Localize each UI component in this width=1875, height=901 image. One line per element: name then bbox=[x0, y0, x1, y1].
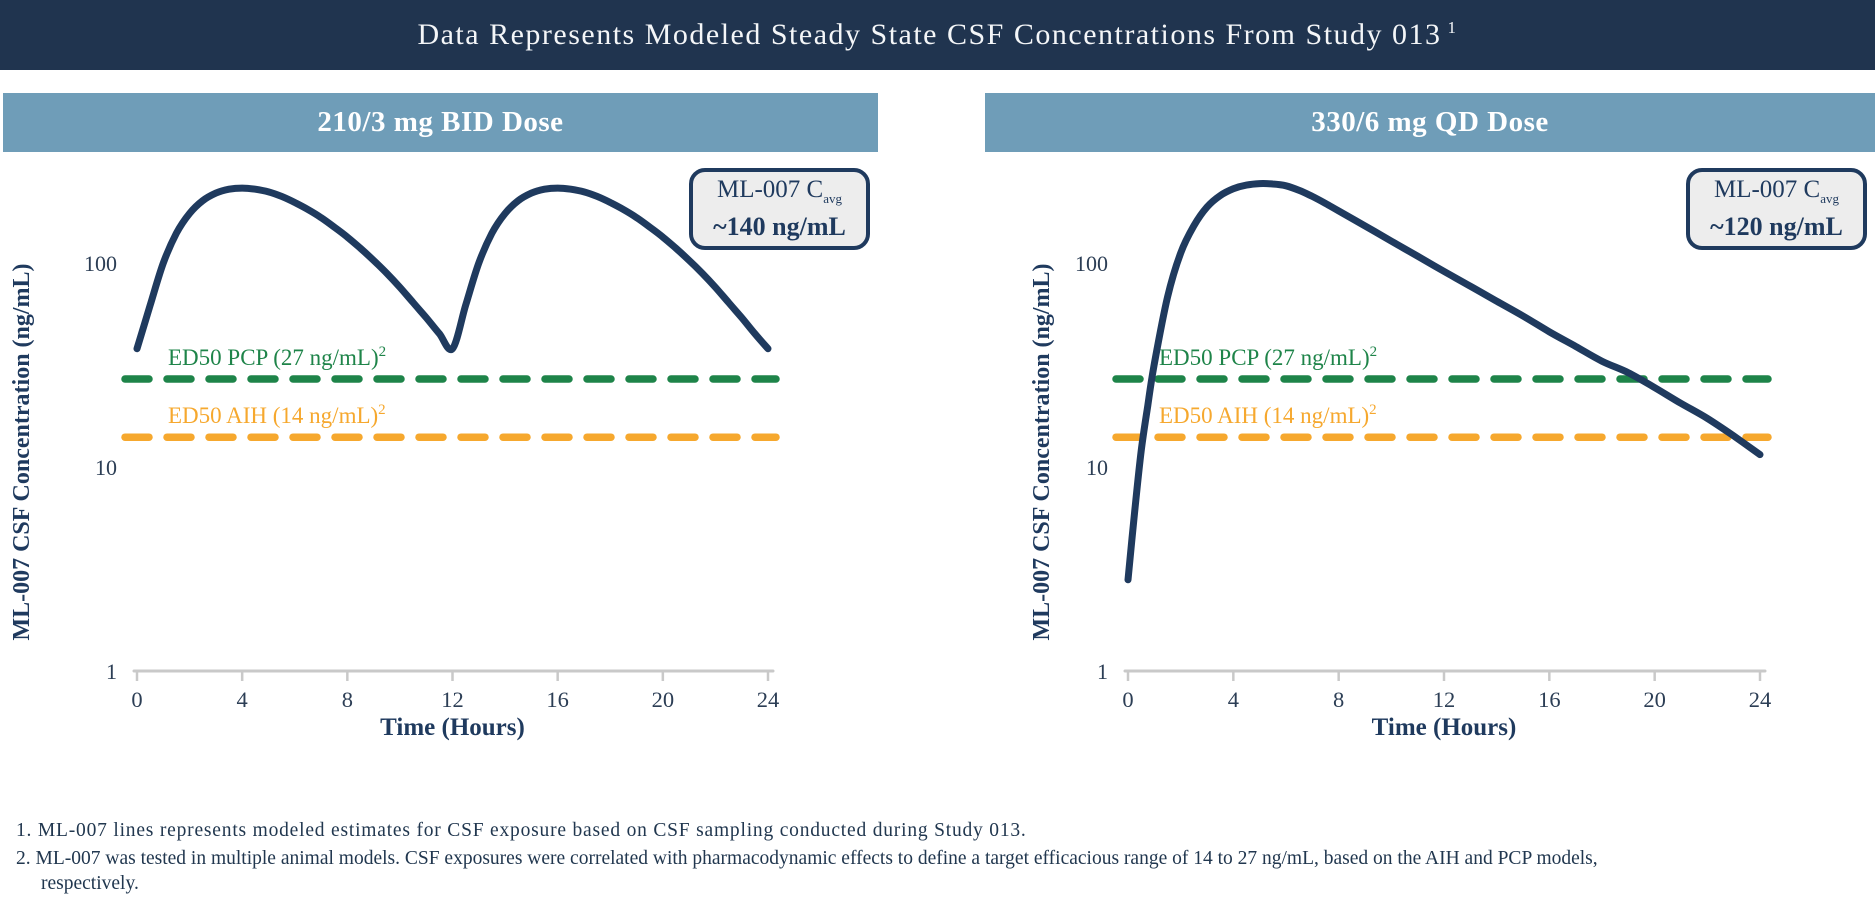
cavg-label-text: ML-007 C bbox=[1713, 175, 1821, 203]
x-axis-tick-label: 12 bbox=[441, 687, 464, 712]
y-axis-tick-label: 100 bbox=[1075, 251, 1108, 276]
y-axis-tick-label: 10 bbox=[1086, 455, 1108, 480]
x-axis-tick-label: 20 bbox=[1643, 687, 1666, 712]
y-axis-label: ML-007 CSF Concentration (ng/mL) bbox=[1029, 263, 1055, 640]
x-axis-tick-label: 4 bbox=[1228, 687, 1239, 712]
x-axis-tick-label: 8 bbox=[1333, 687, 1344, 712]
ed50-reference-label-green: ED50 PCP (27 ng/mL)2 bbox=[1159, 344, 1377, 370]
y-axis-tick-label: 1 bbox=[1097, 659, 1108, 684]
panel-title-qd: 330/6 mg QD Dose bbox=[1311, 106, 1549, 138]
x-axis-tick-label: 24 bbox=[757, 687, 780, 712]
x-axis-tick-label: 20 bbox=[652, 687, 675, 712]
page-title-text: Data Represents Modeled Steady State CSF… bbox=[417, 18, 1442, 51]
x-axis-tick-label: 16 bbox=[546, 687, 569, 712]
chart-area-qd: ML-007 CSF Concentration (ng/mL) 0 4 8 12 16 2… bbox=[985, 152, 1875, 764]
x-axis-title: Time (Hours) bbox=[380, 714, 525, 741]
x-axis-tick-label: 16 bbox=[1538, 687, 1561, 712]
csf-concentration-curve bbox=[1124, 180, 1764, 584]
bid-dose-chart: ML-007 CSF Concentration (ng/mL) 0 4 8 12 16 2… bbox=[9, 184, 780, 741]
panel-header-qd: 330/6 mg QD Dose bbox=[985, 93, 1875, 152]
page-title-superscript: 1 bbox=[1447, 18, 1458, 37]
x-axis-tick-label: 0 bbox=[1122, 687, 1133, 712]
x-axis-tick-label: 12 bbox=[1433, 687, 1456, 712]
x-axis-title: Time (Hours) bbox=[1372, 714, 1517, 741]
panel-qd-dose: 330/6 mg QD Dose ML-007 CSF Concentratio… bbox=[985, 93, 1875, 764]
cavg-label: ML-007 Cavg bbox=[716, 175, 843, 212]
cavg-label: ML-007 Cavg bbox=[1713, 175, 1840, 212]
panel-bid-dose: 210/3 mg BID Dose ML-007 CSF Concentrati… bbox=[3, 93, 878, 764]
y-axis-tick-label: 10 bbox=[95, 455, 117, 480]
y-axis-tick-label: 1 bbox=[106, 659, 117, 684]
cavg-annotation-box-qd: ML-007 Cavg ~120 ng/mL bbox=[1686, 168, 1867, 250]
cavg-annotation-box-bid: ML-007 Cavg ~140 ng/mL bbox=[689, 168, 870, 250]
csf-concentration-curve bbox=[133, 184, 772, 354]
cavg-value: ~120 ng/mL bbox=[1710, 211, 1843, 241]
footnote-2: 2. ML-007 was tested in multiple animal … bbox=[16, 848, 1598, 894]
cavg-label-subscript: avg bbox=[823, 190, 843, 206]
x-axis-tick-label: 24 bbox=[1749, 687, 1772, 712]
title-banner: Data Represents Modeled Steady State CSF… bbox=[0, 0, 1875, 70]
ed50-reference-label-orange: ED50 AIH (14 ng/mL)2 bbox=[168, 402, 386, 428]
y-axis-tick-label: 100 bbox=[84, 251, 117, 276]
footnote-1: 1. ML-007 lines represents modeled estim… bbox=[16, 820, 1027, 841]
page-title: Data Represents Modeled Steady State CSF… bbox=[417, 18, 1457, 52]
x-axis-tick-label: 4 bbox=[237, 687, 248, 712]
panel-title-bid: 210/3 mg BID Dose bbox=[317, 106, 564, 138]
x-axis-tick-label: 8 bbox=[342, 687, 353, 712]
cavg-label-subscript: avg bbox=[1820, 190, 1840, 206]
cavg-value: ~140 ng/mL bbox=[713, 211, 846, 241]
ed50-reference-label-green: ED50 PCP (27 ng/mL)2 bbox=[168, 344, 386, 370]
ed50-reference-label-orange: ED50 AIH (14 ng/mL)2 bbox=[1159, 402, 1377, 428]
cavg-label-text: ML-007 C bbox=[716, 175, 824, 203]
y-axis-label: ML-007 CSF Concentration (ng/mL) bbox=[9, 263, 35, 640]
panel-header-bid: 210/3 mg BID Dose bbox=[3, 93, 878, 152]
chart-area-bid: ML-007 CSF Concentration (ng/mL) 0 4 8 12 16 2… bbox=[3, 152, 878, 764]
footnotes: 1. ML-007 lines represents modeled estim… bbox=[16, 818, 1696, 899]
x-axis-tick-label: 0 bbox=[131, 687, 142, 712]
qd-dose-chart: ML-007 CSF Concentration (ng/mL) 0 4 8 12 16 2… bbox=[1029, 180, 1772, 741]
